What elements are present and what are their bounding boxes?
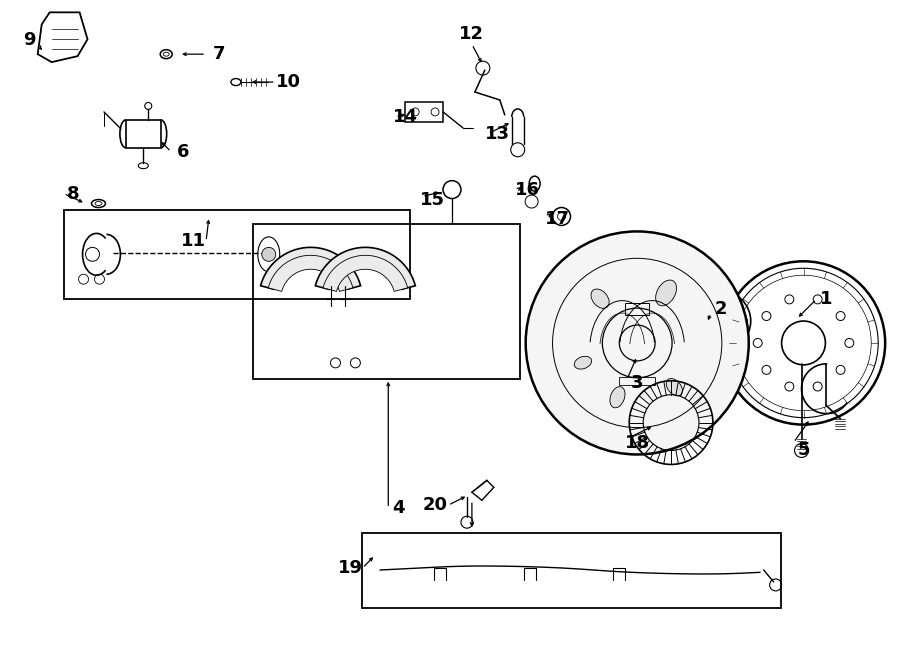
- Bar: [405, 102, 443, 122]
- Text: 13: 13: [485, 125, 510, 143]
- Text: 12: 12: [459, 25, 484, 43]
- Text: 20: 20: [423, 496, 447, 514]
- Circle shape: [526, 231, 749, 455]
- Polygon shape: [261, 247, 361, 290]
- Text: 19: 19: [338, 559, 363, 577]
- Text: 17: 17: [545, 210, 570, 229]
- Text: 5: 5: [797, 442, 810, 459]
- Polygon shape: [323, 255, 408, 292]
- Text: 4: 4: [392, 499, 404, 518]
- Circle shape: [262, 247, 275, 261]
- Text: 18: 18: [625, 434, 650, 451]
- Bar: [64, 210, 410, 299]
- Ellipse shape: [574, 356, 591, 369]
- Polygon shape: [315, 247, 416, 290]
- Text: 8: 8: [68, 184, 80, 202]
- Text: 11: 11: [181, 233, 205, 251]
- Text: 2: 2: [715, 300, 727, 318]
- Text: 15: 15: [419, 190, 445, 209]
- Text: 10: 10: [276, 73, 302, 91]
- Text: 16: 16: [515, 180, 540, 198]
- Text: 7: 7: [212, 45, 225, 63]
- Bar: [253, 225, 519, 379]
- Text: 3: 3: [631, 373, 644, 392]
- Bar: [626, 303, 649, 315]
- Ellipse shape: [591, 289, 609, 309]
- Text: 14: 14: [392, 108, 418, 126]
- Bar: [126, 120, 161, 148]
- Polygon shape: [268, 255, 353, 292]
- Text: 9: 9: [23, 31, 36, 49]
- Ellipse shape: [656, 280, 677, 306]
- Ellipse shape: [610, 387, 625, 408]
- Text: 6: 6: [177, 143, 189, 161]
- Ellipse shape: [666, 379, 682, 396]
- Bar: [619, 377, 655, 385]
- Bar: [363, 533, 780, 608]
- Text: 1: 1: [820, 290, 832, 308]
